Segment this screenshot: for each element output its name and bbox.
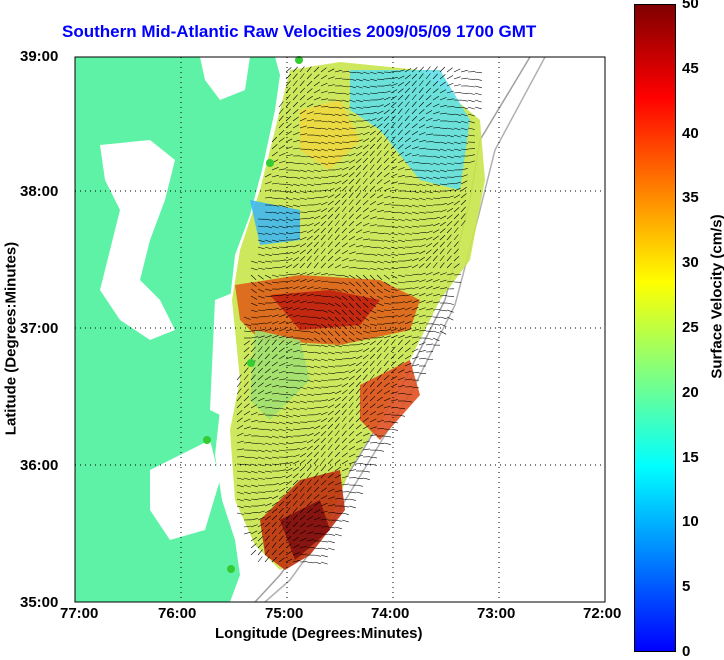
y-tick-label: 36:00 <box>20 457 58 474</box>
velocity-vector <box>328 548 335 550</box>
y-tick-label: 38:00 <box>20 183 58 200</box>
velocity-vector <box>307 562 314 563</box>
velocity-vector <box>433 331 440 333</box>
colorbar-tick-label: 45 <box>682 60 699 77</box>
velocity-vector <box>440 317 447 319</box>
velocity-vector <box>356 485 363 486</box>
velocity-vector <box>258 550 263 555</box>
velocity-vector <box>377 443 384 444</box>
velocity-vector <box>384 443 391 445</box>
velocity-vector <box>342 520 349 522</box>
velocity-vector <box>447 75 453 79</box>
station-marker <box>227 565 235 573</box>
velocity-vector <box>251 550 256 555</box>
velocity-vector <box>328 541 335 543</box>
velocity-vector <box>468 100 475 102</box>
velocity-vector <box>440 310 447 311</box>
velocity-vector <box>258 557 262 563</box>
velocity-vector <box>314 562 321 564</box>
colorbar <box>634 4 676 652</box>
x-tick-label: 76:00 <box>158 605 196 622</box>
colorbar-tick-label: 20 <box>682 384 699 401</box>
velocity-vector <box>328 534 335 535</box>
velocity-vector <box>356 492 363 494</box>
velocity-vector <box>321 555 328 557</box>
velocity-vector <box>475 107 482 109</box>
velocity-vector <box>363 464 370 465</box>
velocity-vector <box>426 344 433 345</box>
velocity-vector <box>447 68 453 72</box>
station-marker <box>266 159 274 167</box>
station-marker <box>203 436 211 444</box>
colorbar-tick-label: 35 <box>682 189 699 206</box>
velocity-vector <box>461 100 468 101</box>
velocity-vector <box>363 478 370 480</box>
x-tick-label: 73:00 <box>477 605 515 622</box>
colorbar-tick-label: 0 <box>682 643 690 660</box>
y-tick-label: 39:00 <box>20 48 58 65</box>
velocity-vector <box>475 72 482 73</box>
velocity-vector <box>475 79 482 80</box>
y-tick-label: 35:00 <box>20 594 58 611</box>
velocity-vector <box>384 436 391 437</box>
x-tick-label: 75:00 <box>265 605 303 622</box>
velocity-vector <box>314 548 321 549</box>
velocity-vector <box>349 477 356 478</box>
velocity-vector <box>342 513 349 515</box>
colorbar-tick-label: 40 <box>682 125 699 142</box>
x-tick-label: 72:00 <box>583 605 621 622</box>
velocity-vector <box>454 77 461 79</box>
velocity-vector <box>475 86 482 88</box>
colorbar-tick-label: 25 <box>682 319 699 336</box>
x-axis-label: Longitude (Degrees:Minutes) <box>215 625 423 642</box>
colorbar-tick-label: 5 <box>682 578 690 595</box>
y-tick-label: 37:00 <box>20 320 58 337</box>
velocity-vector <box>370 442 377 443</box>
velocity-vector <box>321 562 328 564</box>
velocity-vector <box>419 358 426 359</box>
x-tick-label: 77:00 <box>60 605 98 622</box>
velocity-vector <box>314 555 321 556</box>
velocity-vector <box>335 527 342 529</box>
velocity-vector <box>447 303 454 305</box>
velocity-vector <box>321 548 328 550</box>
velocity-vector <box>468 107 475 109</box>
colorbar-tick-label: 50 <box>682 0 699 12</box>
velocity-vector <box>356 463 363 464</box>
velocity-vector <box>475 100 482 102</box>
velocity-vector <box>454 92 461 93</box>
velocity-vector <box>349 499 356 500</box>
velocity-vector <box>265 557 270 562</box>
velocity-vector <box>426 338 433 340</box>
velocity-vector <box>461 93 468 94</box>
velocity-vector <box>363 471 370 472</box>
velocity-vector <box>391 429 398 430</box>
velocity-vector <box>454 85 461 87</box>
velocity-vector <box>426 331 433 332</box>
velocity-vector <box>251 544 256 549</box>
velocity-vector <box>468 86 475 87</box>
colorbar-label: Surface Velocity (cm/s) <box>709 202 724 392</box>
velocity-vector <box>475 93 482 95</box>
station-marker <box>247 359 255 367</box>
velocity-vector <box>349 506 356 508</box>
x-tick-label: 74:00 <box>371 605 409 622</box>
colorbar-tick-label: 15 <box>682 449 699 466</box>
velocity-vector <box>461 70 468 72</box>
colorbar-tick-label: 30 <box>682 254 699 271</box>
velocity-vector <box>440 67 445 72</box>
velocity-vector <box>356 478 363 479</box>
velocity-vector <box>377 450 384 451</box>
velocity-vector <box>335 534 342 536</box>
velocity-vector <box>461 78 468 79</box>
velocity-vector <box>447 296 454 297</box>
y-axis-label: Latitude (Degrees:Minutes) <box>3 234 20 444</box>
velocity-vector <box>468 93 475 95</box>
velocity-vector <box>433 324 440 325</box>
velocity-vector <box>321 541 328 542</box>
velocity-vector <box>454 69 460 72</box>
colorbar-tick-label: 10 <box>682 513 699 530</box>
